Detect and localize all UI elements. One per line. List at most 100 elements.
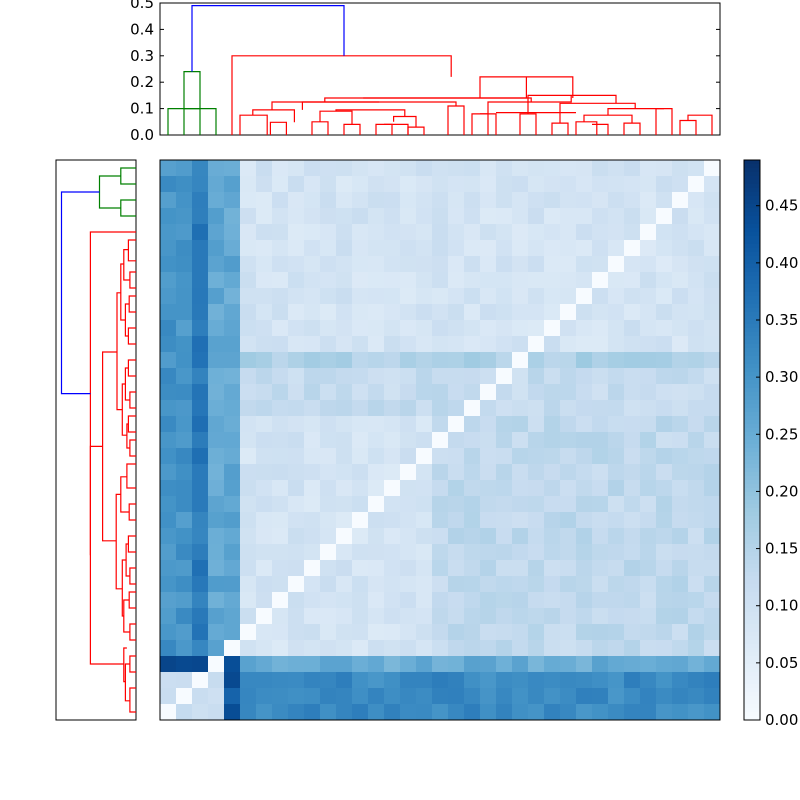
heatmap-cell <box>400 304 417 321</box>
heatmap-cell <box>496 512 513 529</box>
heatmap-cell <box>624 416 641 433</box>
heatmap-cell <box>240 448 257 465</box>
heatmap-cell <box>640 368 657 385</box>
heatmap-cell <box>400 656 417 673</box>
colorbar-band <box>744 604 760 609</box>
heatmap-cell <box>256 512 273 529</box>
heatmap-cell <box>496 704 513 721</box>
heatmap-cell <box>272 304 289 321</box>
heatmap-cell <box>672 592 689 609</box>
heatmap-cell <box>224 384 241 401</box>
heatmap-cell <box>464 416 481 433</box>
heatmap-cell <box>464 592 481 609</box>
heatmap-cell <box>624 160 641 177</box>
heatmap-cell <box>272 448 289 465</box>
heatmap-cell <box>272 256 289 273</box>
heatmap-cell <box>192 176 209 193</box>
heatmap-cell <box>528 416 545 433</box>
colorbar-band <box>744 444 760 449</box>
heatmap-cell <box>496 448 513 465</box>
heatmap-cell <box>224 320 241 337</box>
heatmap-cell <box>560 288 577 305</box>
heatmap-cell <box>592 256 609 273</box>
left-dendrogram-link <box>115 493 123 590</box>
heatmap-cell <box>176 368 193 385</box>
heatmap-cell <box>496 384 513 401</box>
heatmap-cell <box>432 176 449 193</box>
heatmap-cell <box>368 288 385 305</box>
heatmap-cell <box>432 208 449 225</box>
heatmap-cell <box>160 400 177 417</box>
heatmap-cell <box>160 448 177 465</box>
heatmap-cell <box>496 192 513 209</box>
heatmap-cell <box>512 240 529 257</box>
heatmap-cell <box>688 640 705 657</box>
heatmap-cell <box>672 480 689 497</box>
heatmap-cell <box>560 432 577 449</box>
heatmap-cell <box>560 160 577 177</box>
heatmap-cell <box>704 256 721 273</box>
heatmap-cell <box>656 400 673 417</box>
heatmap-cell <box>256 544 273 561</box>
heatmap-cell <box>256 608 273 625</box>
colorbar-band <box>744 648 760 653</box>
heatmap-cell <box>304 400 321 417</box>
heatmap-cell <box>560 688 577 705</box>
heatmap-cell <box>512 320 529 337</box>
heatmap-cell <box>496 464 513 481</box>
heatmap-cell <box>512 704 529 721</box>
heatmap-cell <box>208 560 225 577</box>
heatmap-cell <box>192 400 209 417</box>
heatmap-cell <box>304 288 321 305</box>
heatmap-cell <box>480 368 497 385</box>
heatmap-cell <box>240 192 257 209</box>
heatmap-cell <box>480 544 497 561</box>
heatmap-cell <box>256 368 273 385</box>
heatmap-cell <box>256 528 273 545</box>
heatmap-cell <box>368 576 385 593</box>
heatmap-cell <box>160 368 177 385</box>
heatmap-cell <box>608 176 625 193</box>
heatmap-cell <box>224 416 241 433</box>
heatmap-cell <box>176 192 193 209</box>
colorbar-band <box>744 300 760 305</box>
colorbar-band <box>744 692 760 697</box>
heatmap-cell <box>240 480 257 497</box>
colorbar-band <box>744 548 760 553</box>
heatmap-cell <box>608 288 625 305</box>
heatmap-cell <box>304 352 321 369</box>
colorbar-band <box>744 536 760 541</box>
heatmap-cell <box>592 224 609 241</box>
heatmap-cell <box>368 560 385 577</box>
heatmap-cell <box>352 640 369 657</box>
heatmap-cell <box>576 688 593 705</box>
heatmap-cell <box>176 624 193 641</box>
heatmap-cell <box>592 432 609 449</box>
heatmap-cell <box>688 272 705 289</box>
heatmap-cell <box>176 288 193 305</box>
heatmap-cell <box>400 368 417 385</box>
heatmap-cell <box>256 224 273 241</box>
heatmap-cell <box>288 160 305 177</box>
heatmap-cell <box>208 672 225 689</box>
heatmap-cell <box>480 288 497 305</box>
heatmap-cell <box>528 192 545 209</box>
heatmap-cell <box>384 240 401 257</box>
heatmap-cell <box>656 240 673 257</box>
heatmap-cell <box>464 544 481 561</box>
heatmap-cell <box>496 496 513 513</box>
heatmap-cell <box>192 272 209 289</box>
heatmap-cell <box>432 352 449 369</box>
heatmap-cell <box>672 432 689 449</box>
colorbar-band <box>744 408 760 413</box>
left-dendrogram-link <box>123 249 130 281</box>
heatmap-cell <box>560 368 577 385</box>
colorbar-band <box>744 468 760 473</box>
heatmap-cell <box>416 192 433 209</box>
heatmap-cell <box>656 192 673 209</box>
top-dendrogram-link <box>269 121 287 135</box>
heatmap-cell <box>640 512 657 529</box>
colorbar-band <box>744 672 760 677</box>
heatmap-cell <box>640 576 657 593</box>
heatmap-cell <box>640 528 657 545</box>
